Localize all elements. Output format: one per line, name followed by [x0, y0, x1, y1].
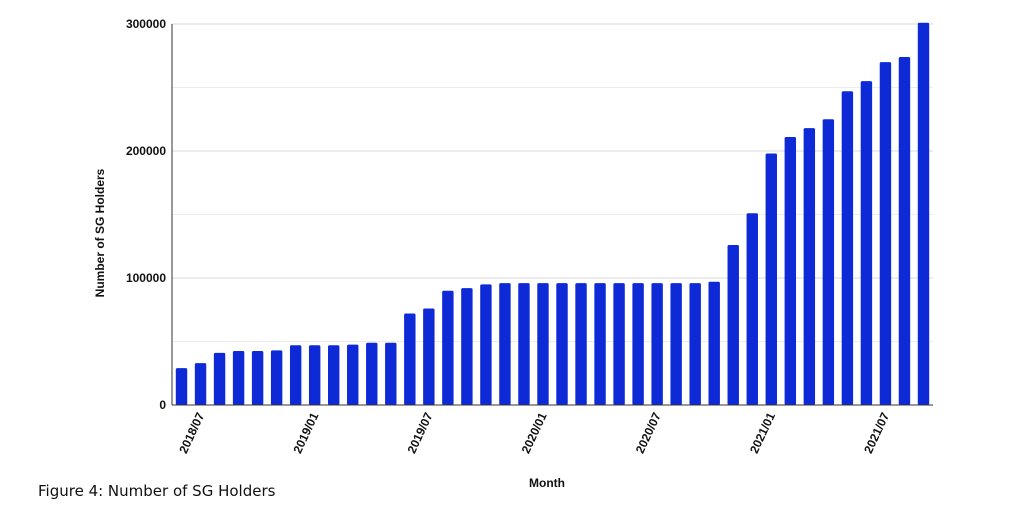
- bar: [860, 81, 873, 406]
- y-tick-label: 100000: [126, 271, 166, 285]
- x-tick-label: 2018/07: [176, 410, 207, 456]
- bar: [289, 345, 302, 405]
- bar: [308, 345, 321, 405]
- bar: [442, 290, 454, 405]
- bar: [328, 345, 340, 405]
- bar: [879, 62, 892, 405]
- x-tick-label: 2019/01: [290, 410, 321, 456]
- bar: [708, 281, 720, 405]
- bar: [194, 363, 207, 405]
- bar: [499, 283, 511, 405]
- y-tick-label: 300000: [126, 17, 166, 31]
- bar: [575, 283, 587, 405]
- bar: [841, 91, 854, 405]
- y-tick-label: 0: [159, 398, 166, 412]
- x-axis-label: Month: [529, 476, 565, 490]
- bar: [898, 57, 911, 406]
- bar: [518, 283, 530, 405]
- bar: [232, 351, 245, 405]
- bar: [651, 283, 663, 405]
- y-axis-label: Number of SG Holders: [93, 168, 107, 297]
- bar: [270, 350, 283, 405]
- bar: [175, 368, 188, 405]
- bar: [461, 288, 473, 405]
- bar: [632, 283, 644, 405]
- figure-caption: Figure 4: Number of SG Holders: [38, 482, 276, 500]
- bar: [765, 153, 777, 405]
- bar: [537, 283, 549, 405]
- bar: [366, 342, 378, 405]
- bar: [746, 213, 758, 405]
- x-tick-label: 2021/07: [861, 410, 892, 456]
- bar: [822, 119, 835, 405]
- x-tick-label: 2021/01: [747, 410, 778, 456]
- bar: [613, 283, 625, 405]
- x-tick-label: 2020/01: [519, 410, 550, 456]
- bar: [480, 284, 492, 405]
- bar: [594, 283, 606, 405]
- bar: [670, 283, 682, 405]
- bar: [423, 308, 435, 405]
- x-tick-label: 2019/07: [405, 410, 436, 456]
- bar: [727, 244, 739, 405]
- y-tick-label: 200000: [126, 144, 166, 158]
- bar: [251, 351, 264, 405]
- bar: [404, 313, 416, 405]
- bar: [689, 283, 701, 405]
- bar: [347, 344, 359, 405]
- bar: [556, 283, 568, 405]
- bar: [803, 128, 816, 405]
- bar: [385, 342, 397, 405]
- bar: [213, 352, 226, 405]
- x-tick-label: 2020/07: [633, 410, 664, 456]
- bar: [917, 22, 930, 405]
- bar: [784, 137, 797, 405]
